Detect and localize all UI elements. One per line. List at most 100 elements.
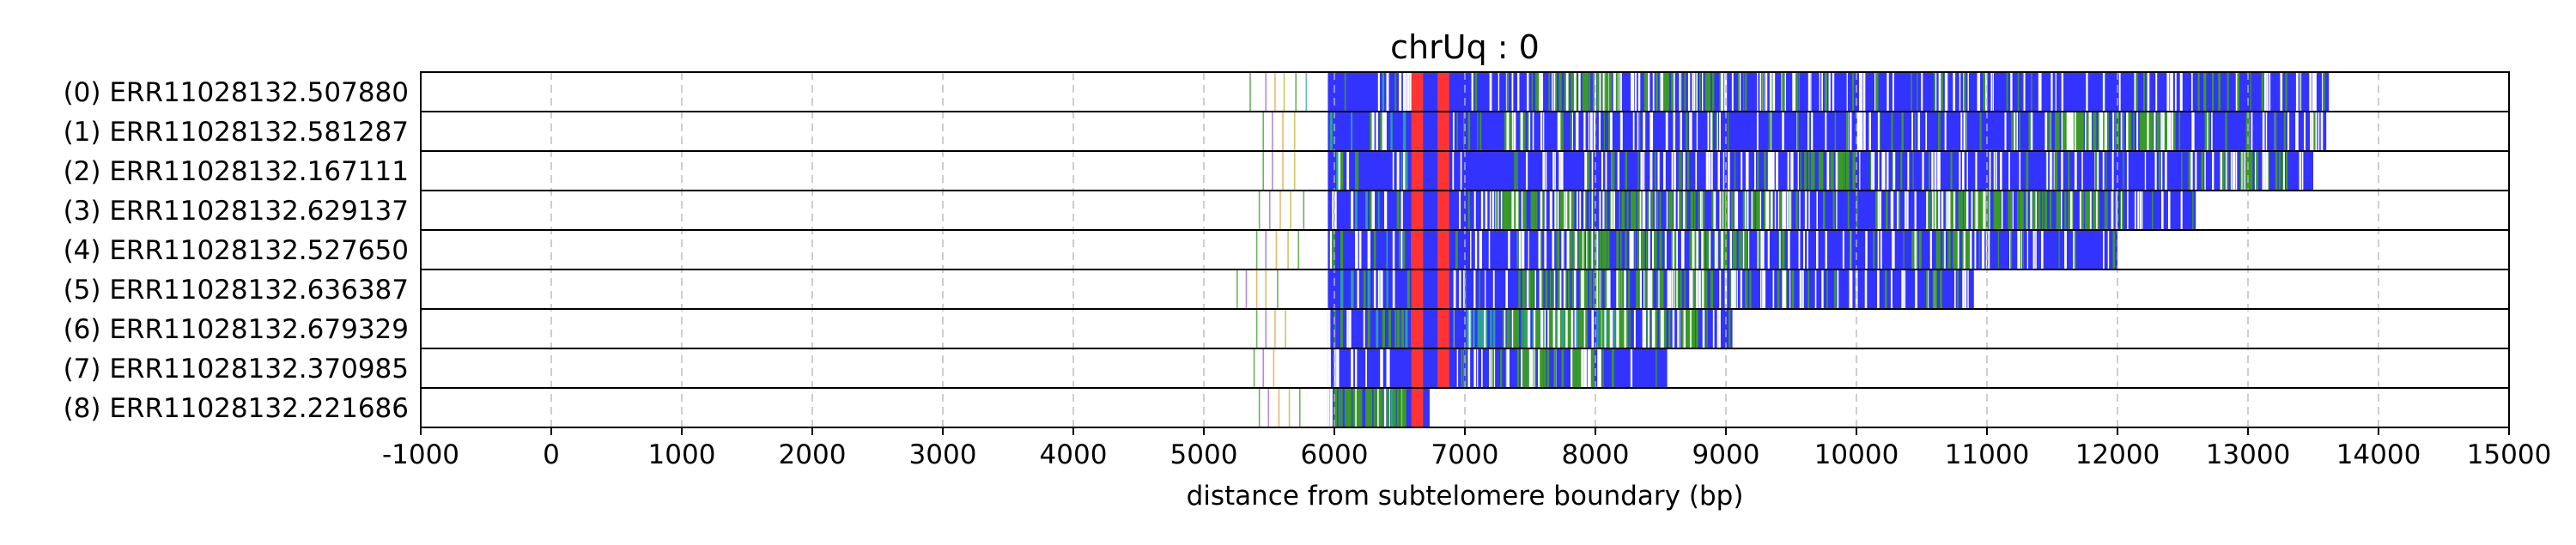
variant-mark bbox=[1334, 309, 1336, 348]
variant-mark bbox=[1679, 309, 1680, 348]
variant-mark bbox=[1661, 309, 1663, 348]
variant-mark bbox=[1509, 309, 1511, 348]
variant-mark bbox=[1796, 112, 1799, 151]
variant-mark bbox=[1684, 72, 1686, 112]
variant-mark bbox=[1742, 230, 1746, 269]
variant-mark bbox=[1903, 230, 1905, 269]
variant-mark bbox=[1555, 309, 1558, 348]
variant-mark bbox=[1396, 388, 1400, 427]
variant-mark bbox=[2134, 72, 2137, 112]
variant-mark bbox=[1535, 191, 1538, 230]
variant-mark bbox=[1642, 191, 1646, 230]
variant-mark bbox=[1680, 112, 1682, 151]
variant-mark bbox=[2081, 112, 2084, 151]
variant-mark bbox=[1787, 230, 1790, 269]
variant-mark bbox=[1791, 269, 1795, 309]
variant-mark bbox=[1571, 191, 1574, 230]
variant-mark bbox=[1493, 348, 1496, 388]
variant-mark bbox=[1989, 191, 1990, 230]
variant-mark bbox=[1589, 348, 1591, 388]
variant-mark bbox=[1880, 191, 1882, 230]
variant-mark bbox=[1608, 309, 1611, 348]
variant-mark bbox=[1649, 112, 1652, 151]
variant-mark bbox=[1922, 151, 1924, 191]
variant-mark bbox=[1724, 72, 1726, 112]
variant-mark bbox=[2035, 191, 2038, 230]
read-track-3 bbox=[1258, 191, 2196, 230]
variant-mark bbox=[1592, 269, 1595, 309]
variant-mark bbox=[1766, 191, 1770, 230]
variant-mark bbox=[2061, 151, 2063, 191]
variant-mark bbox=[1583, 72, 1586, 112]
variant-mark bbox=[2128, 112, 2130, 151]
variant-mark bbox=[1712, 309, 1715, 348]
variant-mark bbox=[1582, 230, 1584, 269]
variant-mark bbox=[2030, 112, 2033, 151]
variant-mark bbox=[1578, 309, 1582, 348]
variant-mark bbox=[2049, 191, 2052, 230]
variant-mark bbox=[1758, 230, 1761, 269]
variant-mark bbox=[1736, 269, 1738, 309]
variant-mark bbox=[1978, 230, 1980, 269]
variant-mark bbox=[1631, 230, 1634, 269]
variant-mark bbox=[1933, 191, 1936, 230]
variant-mark bbox=[1680, 230, 1683, 269]
y-axis-label: (8) ERR11028132.221686 bbox=[64, 393, 409, 424]
variant-mark bbox=[1807, 112, 1809, 151]
x-tick-label: 10000 bbox=[1814, 439, 1899, 470]
variant-mark bbox=[1918, 230, 1922, 269]
variant-mark bbox=[1371, 112, 1375, 151]
variant-mark bbox=[1724, 230, 1728, 269]
x-tick-label: 13000 bbox=[2206, 439, 2291, 470]
variant-mark bbox=[1601, 309, 1603, 348]
variant-mark bbox=[1501, 191, 1504, 230]
variant-mark bbox=[1740, 230, 1743, 269]
variant-mark bbox=[2166, 112, 2168, 151]
variant-mark bbox=[1689, 230, 1692, 269]
variant-mark bbox=[1622, 309, 1625, 348]
variant-mark bbox=[1557, 191, 1559, 230]
variant-mark bbox=[2201, 151, 2204, 191]
variant-mark bbox=[2283, 112, 2286, 151]
variant-mark bbox=[1926, 269, 1929, 309]
variant-mark bbox=[1680, 269, 1682, 309]
variant-mark bbox=[2318, 112, 2320, 151]
variant-mark bbox=[2304, 112, 2306, 151]
variant-mark bbox=[1509, 112, 1512, 151]
variant-mark bbox=[2190, 151, 2193, 191]
read-track-2 bbox=[1262, 151, 2313, 191]
variant-mark bbox=[1376, 309, 1379, 348]
variant-mark bbox=[2111, 151, 2114, 191]
variant-mark bbox=[1492, 191, 1495, 230]
pre-region-line bbox=[1273, 348, 1275, 388]
variant-mark bbox=[1588, 151, 1590, 191]
variant-mark bbox=[1696, 269, 1698, 309]
variant-mark bbox=[1659, 309, 1662, 348]
variant-mark bbox=[1568, 269, 1571, 309]
variant-mark bbox=[1570, 112, 1573, 151]
variant-mark bbox=[1506, 72, 1509, 112]
variant-mark bbox=[2239, 151, 2242, 191]
red-band bbox=[1437, 309, 1449, 348]
variant-mark bbox=[1769, 191, 1771, 230]
variant-mark bbox=[1351, 269, 1354, 309]
variant-mark bbox=[1581, 348, 1584, 388]
variant-mark bbox=[1463, 269, 1466, 309]
variant-mark bbox=[1638, 112, 1641, 151]
variant-mark bbox=[2058, 191, 2061, 230]
variant-mark bbox=[1992, 72, 1994, 112]
variant-mark bbox=[1403, 388, 1406, 427]
variant-mark bbox=[1604, 230, 1607, 269]
variant-mark bbox=[1543, 348, 1546, 388]
variant-mark bbox=[1655, 191, 1656, 230]
variant-mark bbox=[1473, 309, 1475, 348]
variant-mark bbox=[1684, 269, 1686, 309]
variant-mark bbox=[1717, 151, 1721, 191]
variant-mark bbox=[1338, 151, 1341, 191]
variant-mark bbox=[1382, 388, 1386, 427]
variant-mark bbox=[2106, 112, 2109, 151]
variant-mark bbox=[1500, 191, 1503, 230]
variant-mark bbox=[1560, 309, 1563, 348]
variant-mark bbox=[1984, 72, 1988, 112]
variant-mark bbox=[1735, 230, 1737, 269]
